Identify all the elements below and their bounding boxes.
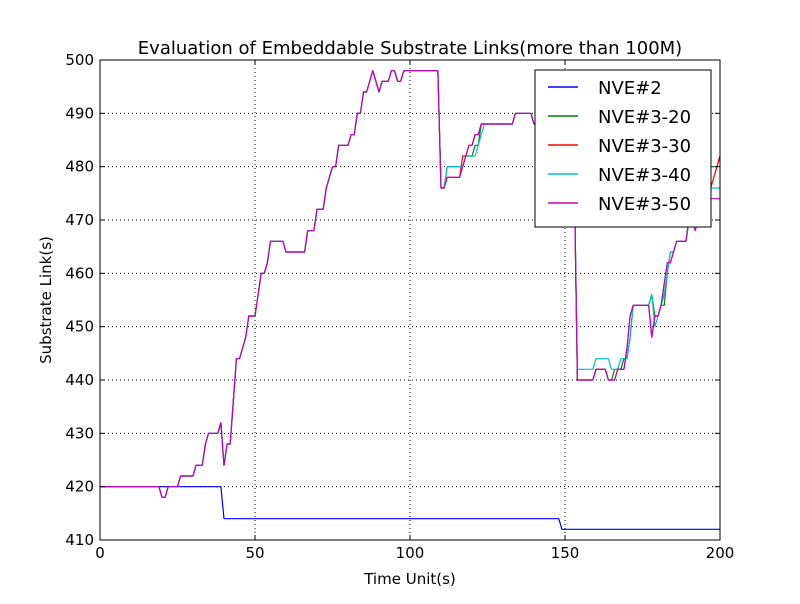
y-tick-label: 410 xyxy=(65,531,94,549)
series-lines xyxy=(100,70,720,530)
y-tick-label: 420 xyxy=(65,478,94,496)
legend-box xyxy=(534,69,712,228)
x-tick-label: 100 xyxy=(396,544,425,562)
y-tick-label: 450 xyxy=(65,318,94,336)
y-tick-label: 500 xyxy=(65,51,94,69)
y-axis-label: Substrate Link(s) xyxy=(37,236,55,364)
legend-label: NVE#3-40 xyxy=(598,165,691,186)
y-tick-label: 490 xyxy=(65,104,94,122)
y-tick-label: 430 xyxy=(65,424,94,442)
axis-ticks: 0 50 100 150 200 410 420 430 440 450 460 470 480 490 5… xyxy=(65,51,734,562)
legend-label: NVE#3-20 xyxy=(598,107,691,128)
x-tick-label: 50 xyxy=(245,544,264,562)
x-tick-label: 0 xyxy=(95,544,105,562)
chart-title: Evaluation of Embeddable Substrate Links… xyxy=(138,38,682,59)
x-tick-label: 200 xyxy=(706,544,735,562)
y-tick-label: 470 xyxy=(65,211,94,229)
legend-label: NVE#3-30 xyxy=(598,136,691,157)
legend-label: NVE#2 xyxy=(598,78,662,99)
series-line-5 xyxy=(100,70,720,498)
x-axis-label: Time Unit(s) xyxy=(363,570,456,588)
series-line-1 xyxy=(100,486,720,530)
y-tick-label: 440 xyxy=(65,371,94,389)
y-tick-label: 460 xyxy=(65,264,94,282)
legend: NVE#2 NVE#3-20 NVE#3-30 NVE#3-40 NVE#3-50 xyxy=(534,69,712,228)
y-tick-label: 480 xyxy=(65,158,94,176)
legend-label: NVE#3-50 xyxy=(598,194,691,215)
x-tick-label: 150 xyxy=(551,544,580,562)
